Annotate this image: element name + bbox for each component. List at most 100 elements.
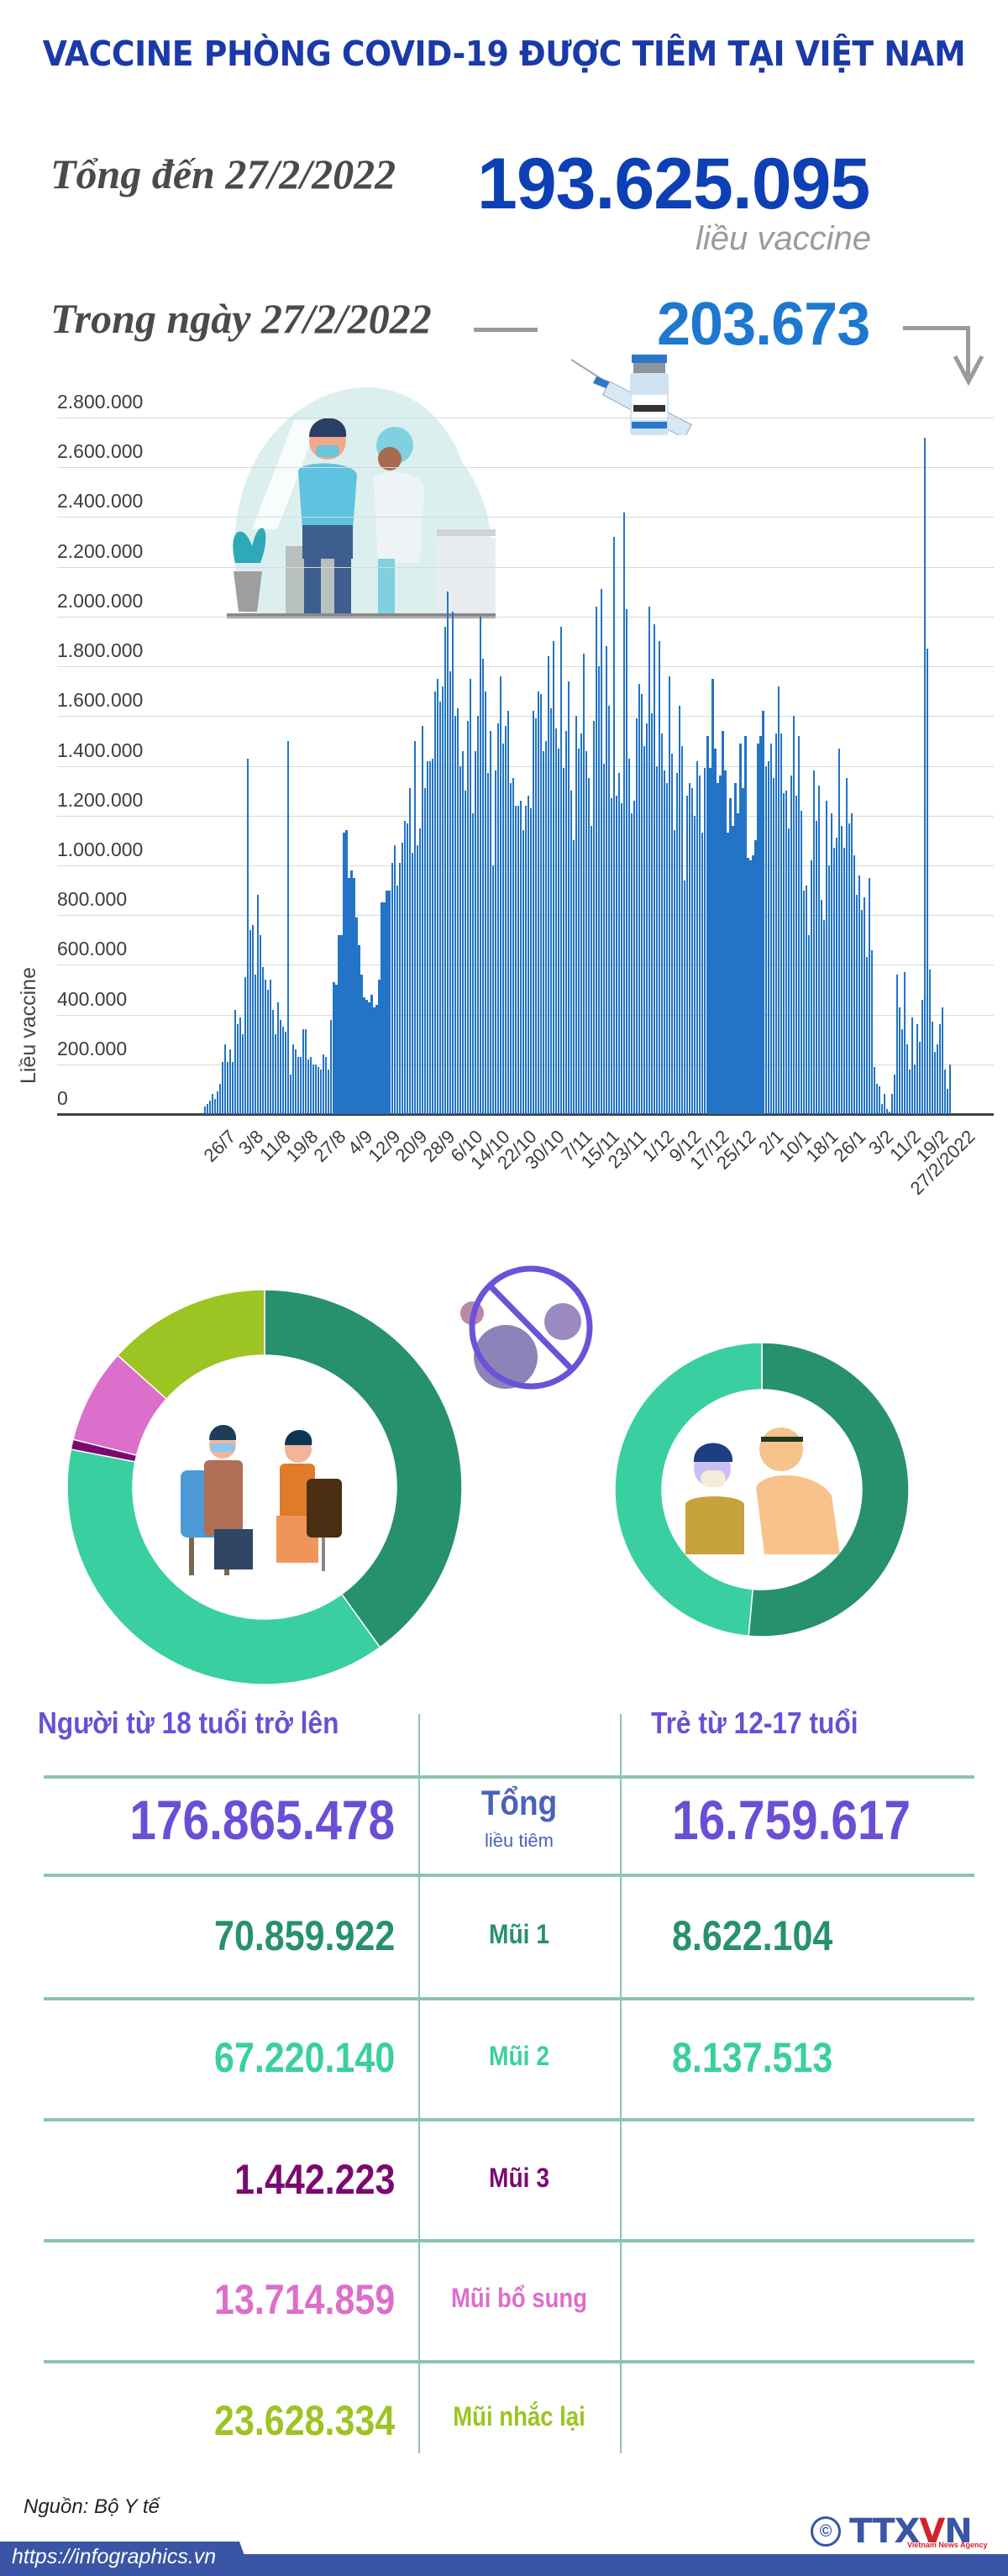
bar: [822, 920, 825, 1114]
bar: [262, 967, 265, 1114]
logo-subtitle: Vietnam News Agency: [907, 2541, 988, 2549]
adults-booster: 23.628.334: [213, 2397, 395, 2444]
bar: [328, 1069, 330, 1114]
bar: [787, 828, 790, 1114]
bar: [559, 626, 563, 1114]
source-note: Nguồn: Bộ Y tế: [24, 2495, 160, 2518]
bar: [244, 977, 247, 1114]
bar: [777, 686, 780, 1114]
bar: [946, 1089, 949, 1114]
bar: [570, 791, 573, 1114]
bar: [933, 1051, 937, 1114]
bar: [509, 783, 512, 1114]
bar: [711, 678, 714, 1114]
bar: [812, 770, 815, 1114]
bar: [388, 890, 391, 1114]
bar: [701, 833, 704, 1114]
bar: [689, 783, 691, 1114]
row-label-dose1: Mũi 1: [489, 1919, 549, 1949]
bar: [350, 870, 353, 1114]
y-tick-label: 2.400.000: [57, 490, 144, 513]
bar: [519, 800, 522, 1114]
total-unit: liều vaccine: [696, 220, 872, 257]
bar: [709, 768, 711, 1114]
adults-dose1: 70.859.922: [213, 1912, 395, 1959]
bar: [534, 718, 538, 1114]
bar: [456, 708, 459, 1114]
bar: [360, 975, 363, 1114]
bar: [626, 608, 628, 1114]
bar: [219, 1084, 222, 1114]
bar: [913, 1064, 916, 1114]
bar: [596, 607, 598, 1114]
bar: [893, 1074, 895, 1114]
bar: [214, 1099, 217, 1114]
bar: [466, 721, 469, 1114]
gridline: [57, 666, 994, 668]
bar: [729, 798, 732, 1114]
bar: [699, 775, 701, 1114]
bar: [499, 676, 501, 1114]
donut-segment: [615, 1343, 763, 1637]
bar: [484, 691, 486, 1114]
bar: [353, 877, 355, 1114]
y-tick-label: 0: [57, 1087, 68, 1109]
footer-url-link[interactable]: https://infographics.vn: [12, 2545, 217, 2568]
bar: [651, 713, 654, 1114]
bar: [343, 833, 345, 1114]
bar: [239, 1017, 242, 1114]
bar: [544, 740, 548, 1114]
bar: [598, 666, 601, 1114]
y-tick-label: 800.000: [57, 888, 128, 911]
total-label: Tổng đến 27/2/2022: [50, 150, 396, 197]
adults-dose3: 1.442.223: [234, 2156, 395, 2203]
bar: [618, 773, 621, 1114]
bar: [554, 728, 558, 1114]
bar: [423, 788, 426, 1114]
bar: [825, 800, 827, 1114]
bar: [287, 740, 290, 1114]
row-label-additional: Mũi bổ sung: [450, 2283, 588, 2313]
bar: [547, 656, 550, 1114]
children-dose2: 8.137.513: [672, 2034, 833, 2081]
bar: [928, 970, 932, 1114]
bar: [674, 830, 676, 1114]
bar: [501, 743, 504, 1114]
bar: [938, 1024, 942, 1114]
child-vaccination-illustration: [685, 1427, 840, 1554]
bar: [853, 855, 855, 1114]
bar: [433, 691, 436, 1114]
gridline: [57, 517, 994, 518]
row-divider: [44, 1874, 974, 1877]
bar: [393, 845, 396, 1114]
bar: [275, 1034, 277, 1114]
x-axis-baseline: [57, 1113, 994, 1116]
bar: [300, 1056, 302, 1114]
bar: [616, 796, 618, 1114]
footer-tab: [0, 2542, 252, 2576]
bar: [782, 793, 785, 1114]
bar: [386, 890, 388, 1114]
header-children: Trẻ từ 12-17 tuổi: [651, 1706, 858, 1740]
bar: [315, 1064, 318, 1114]
bar: [572, 840, 575, 1114]
bar: [310, 1056, 312, 1114]
bar: [232, 1061, 234, 1114]
bar: [282, 1027, 285, 1114]
bar: [654, 623, 656, 1114]
bar: [722, 731, 724, 1114]
bar: [575, 716, 578, 1114]
bar: [567, 681, 570, 1114]
donut-segment: [264, 1290, 462, 1648]
y-tick-label: 2.600.000: [57, 440, 144, 463]
bar: [648, 607, 651, 1114]
bar: [646, 723, 648, 1114]
row-sublabel-total: liều tiêm: [485, 1830, 554, 1851]
bar: [863, 897, 865, 1114]
bar: [272, 1009, 275, 1114]
y-tick-label: 2.200.000: [57, 539, 144, 562]
bar: [242, 1034, 244, 1114]
bar: [335, 985, 338, 1114]
bar: [855, 895, 858, 1114]
bar: [807, 934, 810, 1114]
